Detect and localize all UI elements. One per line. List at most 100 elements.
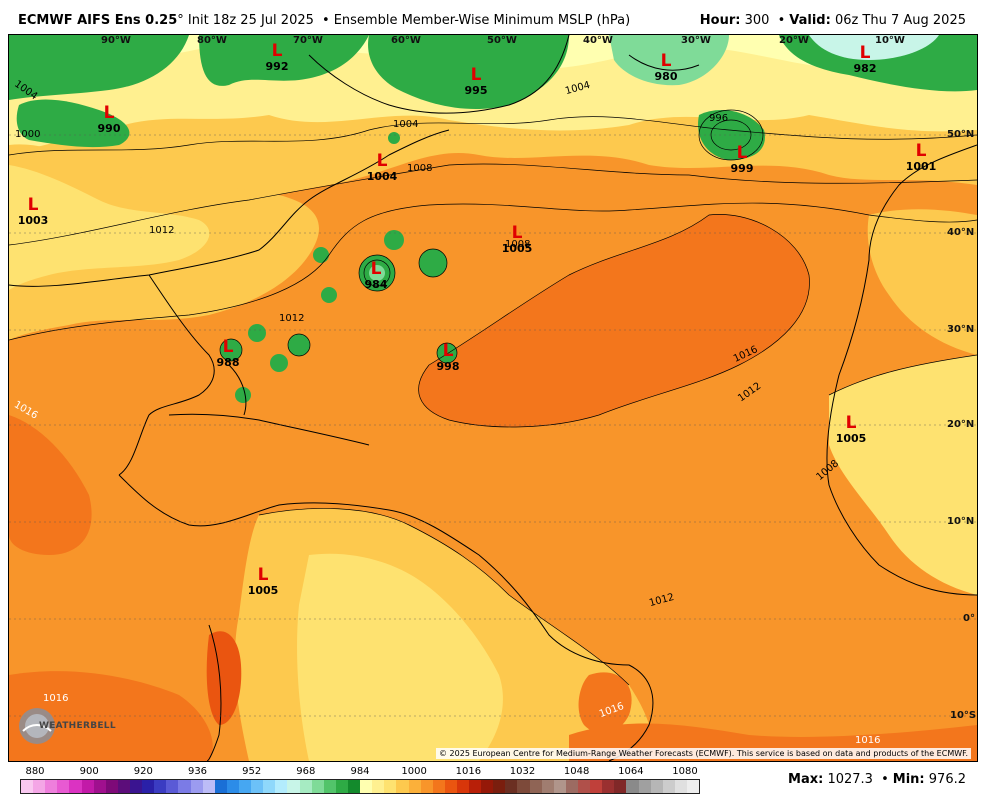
colorbar-swatch	[93, 780, 106, 793]
low-marker: L 1003	[13, 197, 53, 227]
low-marker: L 1005	[831, 413, 871, 445]
colorbar-swatch	[347, 780, 361, 793]
low-marker: L 1001	[901, 141, 941, 173]
isobar-1012	[9, 202, 977, 341]
low-area-988	[220, 339, 242, 361]
colorbar-swatch	[372, 780, 385, 793]
logo-text: WEATHERBELL	[39, 721, 116, 731]
colorbar-swatch	[129, 780, 143, 793]
colorbar-swatch	[263, 780, 276, 793]
low-marker: L 990	[89, 105, 129, 135]
colorbar: 880 900 920 936 952 968 984 1000 1016 1032 1048 106…	[20, 766, 700, 796]
map-svg	[9, 35, 977, 761]
colorbar-swatch	[360, 780, 373, 793]
colorbar-swatch	[578, 780, 591, 793]
coast-florida	[228, 364, 247, 416]
lat-label-30n: 30°N	[947, 324, 975, 335]
lat-label-40n: 40°N	[947, 227, 975, 238]
colorbar-swatch	[142, 780, 155, 793]
low-letter: L	[470, 65, 482, 85]
low-marker: L 992	[257, 41, 297, 73]
isobar-1016	[418, 214, 810, 428]
colorbar-tick-label: 1016	[455, 766, 482, 777]
init-time: Init 18z 25 Jul 2025	[187, 13, 314, 28]
field-1016-1020-atlantic	[418, 214, 810, 427]
isobar-ring-bahamas	[287, 333, 311, 357]
coast-africa-europe	[826, 144, 977, 596]
low-marker: L 1004	[362, 151, 402, 183]
colorbar-swatch	[505, 780, 518, 793]
lon-label-30w: 30°W	[681, 35, 711, 46]
colorbar-swatch	[57, 780, 70, 793]
isobar-ring-north-atlantic-inner	[710, 119, 752, 151]
valid-value: 06z Thu 7 Aug 2025	[834, 13, 966, 28]
coast-north-america	[9, 129, 450, 287]
low-letter: L	[271, 41, 283, 61]
low-area-greenland	[368, 35, 569, 110]
field-brazil-coast	[578, 672, 632, 734]
max-value: 1027.3	[827, 772, 873, 787]
lat-label-20n: 20°N	[947, 419, 975, 430]
field-amazon	[297, 553, 503, 761]
colorbar-swatch	[287, 780, 300, 793]
low-letter: L	[660, 51, 672, 71]
coast-pacific-sa	[206, 624, 222, 761]
low-marker: L 984	[356, 259, 396, 291]
product-name: Ensemble Member-Wise Minimum MSLP (hPa)	[333, 13, 631, 28]
contour-label: 1012	[149, 225, 175, 236]
bullet-2: •	[777, 13, 786, 28]
low-pressure: 992	[265, 60, 289, 73]
max-label: Max:	[788, 772, 824, 787]
isobar-ring-984-inner	[363, 259, 391, 287]
low-pressure: 1005	[247, 584, 279, 597]
isobar-group	[9, 109, 977, 686]
colorbar-swatch	[432, 780, 445, 793]
colorbar-tick-label: 1032	[509, 766, 536, 777]
isobar-ring-988	[219, 338, 243, 362]
low-area-west	[313, 247, 329, 263]
colorbar-swatch	[541, 780, 554, 793]
low-area-canada	[9, 35, 189, 100]
low-pressure: 1005	[501, 242, 533, 255]
low-pressure: 1005	[835, 432, 867, 445]
field-us-interior	[9, 165, 210, 290]
colorbar-swatch	[687, 780, 700, 793]
contour-label: 1016	[855, 735, 881, 746]
low-pressure: 995	[464, 84, 488, 97]
low-letter: L	[442, 341, 454, 361]
colorbar-swatch	[469, 780, 482, 793]
colorbar-swatch	[69, 780, 82, 793]
low-letter: L	[376, 151, 388, 171]
title-right: Hour: 300 • Valid: 06z Thu 7 Aug 2025	[700, 13, 966, 28]
low-area-bahamas	[288, 334, 310, 356]
low-letter: L	[915, 141, 927, 161]
colorbar-swatch	[190, 780, 203, 793]
colorbar-swatch	[553, 780, 566, 793]
low-area-998	[437, 343, 457, 363]
low-area-gulf	[248, 324, 266, 342]
low-letter: L	[859, 43, 871, 63]
low-area-labrador-coast	[388, 132, 400, 144]
low-letter: L	[845, 413, 857, 433]
coast-gulf	[118, 274, 215, 476]
colorbar-swatch	[565, 780, 579, 793]
colorbar-tick-label: 1048	[563, 766, 590, 777]
isobar-1004	[9, 116, 977, 156]
isobar-1012-south	[258, 508, 630, 686]
colorbar-tick-label: 936	[187, 766, 208, 777]
colorbar-swatch	[311, 780, 324, 793]
min-label: Min:	[892, 772, 925, 787]
isobar-ring-east	[418, 248, 448, 278]
low-letter: L	[222, 337, 234, 357]
colorbar-swatch	[420, 780, 433, 793]
low-letter: L	[511, 223, 523, 243]
colorbar-swatch	[384, 780, 397, 793]
contour-label: 996	[709, 113, 729, 124]
low-letter: L	[370, 259, 382, 279]
colorbar-swatch	[662, 780, 675, 793]
lat-label-0: 0°	[963, 613, 975, 624]
colorbar-tick-label: 1064	[618, 766, 644, 777]
lon-label-10w: 10°W	[875, 35, 905, 46]
lon-label-70w: 70°W	[293, 35, 323, 46]
